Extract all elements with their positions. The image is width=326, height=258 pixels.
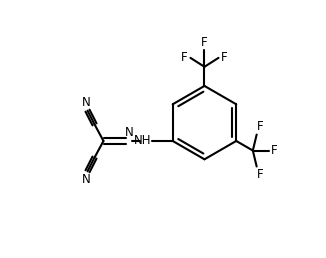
Text: F: F (271, 144, 278, 157)
Text: N: N (125, 126, 133, 139)
Text: F: F (257, 168, 264, 181)
Text: N: N (82, 173, 90, 186)
Text: F: F (181, 51, 188, 64)
Text: F: F (257, 120, 264, 133)
Text: F: F (201, 36, 208, 49)
Text: N: N (82, 96, 90, 109)
Text: F: F (221, 51, 228, 64)
Text: NH: NH (134, 134, 151, 148)
